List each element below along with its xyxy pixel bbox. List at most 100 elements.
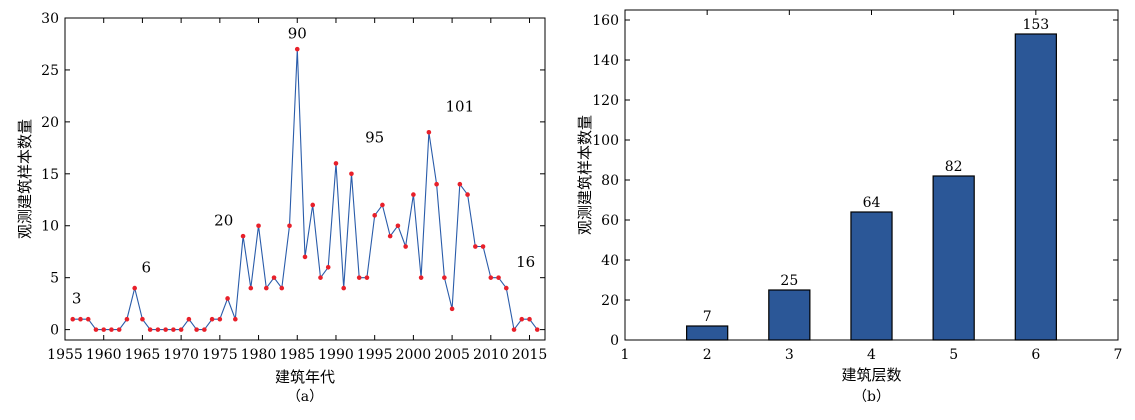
data-point bbox=[434, 181, 439, 187]
y-tick-label-a: 15 bbox=[41, 167, 59, 183]
data-point bbox=[271, 275, 277, 280]
data-point bbox=[457, 181, 463, 187]
period-count-label: 101 bbox=[446, 97, 475, 115]
period-count-label: 95 bbox=[365, 128, 384, 146]
data-point bbox=[465, 192, 470, 197]
y-tick-label-b: 60 bbox=[601, 213, 619, 229]
x-tick-label-b: 5 bbox=[949, 347, 958, 363]
x-axis-title-a: 建筑年代 bbox=[275, 368, 335, 386]
data-point bbox=[356, 275, 362, 280]
data-point bbox=[186, 316, 192, 322]
caption-a: （a） bbox=[287, 389, 323, 405]
x-tick-label-a: 1995 bbox=[357, 347, 393, 363]
y-tick-label-b: 20 bbox=[601, 293, 619, 309]
data-point bbox=[372, 213, 377, 218]
data-point bbox=[279, 285, 285, 291]
y-tick-label-b: 0 bbox=[610, 333, 619, 349]
data-point bbox=[93, 327, 99, 332]
data-point bbox=[233, 316, 238, 322]
data-point bbox=[473, 244, 478, 249]
x-tick-label-a: 2010 bbox=[473, 347, 509, 363]
x-tick-label-a: 2005 bbox=[434, 347, 470, 363]
y-tick-label-b: 160 bbox=[592, 13, 619, 29]
period-count-label: 90 bbox=[288, 25, 307, 43]
data-point bbox=[101, 327, 107, 332]
bar bbox=[850, 211, 893, 341]
x-tick-label-b: 2 bbox=[703, 347, 712, 363]
bar-value-label: 25 bbox=[780, 273, 798, 289]
bar bbox=[932, 175, 975, 341]
data-point bbox=[302, 254, 308, 260]
data-point bbox=[403, 244, 408, 249]
data-point bbox=[488, 275, 494, 280]
data-point bbox=[209, 316, 215, 322]
bar-value-label: 82 bbox=[945, 159, 963, 175]
data-point bbox=[217, 316, 223, 322]
data-point bbox=[248, 285, 254, 291]
data-point bbox=[387, 233, 393, 239]
data-point bbox=[519, 316, 525, 322]
data-point bbox=[426, 129, 432, 135]
y-tick-label-a: 10 bbox=[41, 219, 59, 235]
x-tick-label-a: 1955 bbox=[47, 347, 83, 363]
y-axis-title-a: 观测建筑样本数量 bbox=[16, 119, 34, 239]
x-tick-label-a: 1965 bbox=[125, 347, 161, 363]
plot-frame-a bbox=[64, 17, 546, 341]
x-axis-title-b: 建筑层数 bbox=[841, 366, 901, 384]
data-point bbox=[349, 171, 354, 177]
data-point bbox=[202, 327, 207, 332]
chart-b-bar: 0 20 40 60 80 100 120 140 160 1 2 3 4 5 6 7 7 25 64 82 153 建筑… bbox=[576, 9, 1123, 405]
x-tick-label-a: 2015 bbox=[512, 347, 548, 363]
data-point bbox=[194, 327, 199, 332]
y-tick-label-a: 5 bbox=[50, 271, 59, 287]
data-point bbox=[163, 327, 168, 332]
data-point bbox=[325, 264, 331, 270]
bar bbox=[1014, 33, 1057, 341]
data-point bbox=[442, 275, 447, 280]
period-count-label: 20 bbox=[214, 212, 233, 230]
bar-value-label: 153 bbox=[1022, 17, 1049, 33]
period-count-label: 3 bbox=[72, 289, 82, 307]
data-point bbox=[124, 316, 130, 322]
bar bbox=[768, 289, 811, 341]
data-point bbox=[178, 327, 184, 332]
y-tick-label-a: 25 bbox=[41, 63, 59, 79]
x-tick-label-b: 6 bbox=[1031, 347, 1040, 363]
x-tick-label-a: 1990 bbox=[318, 347, 354, 363]
data-point bbox=[534, 327, 540, 332]
x-tick-label-a: 1975 bbox=[202, 347, 238, 363]
data-point bbox=[140, 316, 145, 322]
data-point bbox=[527, 316, 532, 322]
data-point bbox=[511, 327, 517, 332]
x-tick-label-b: 7 bbox=[1114, 347, 1123, 363]
bar-value-label: 64 bbox=[863, 195, 881, 211]
period-count-label: 16 bbox=[516, 253, 535, 271]
data-point bbox=[109, 327, 114, 332]
data-point bbox=[85, 316, 91, 322]
x-tick-label-a: 1980 bbox=[241, 347, 277, 363]
y-tick-label-a: 30 bbox=[41, 11, 59, 27]
data-point bbox=[496, 275, 501, 280]
data-point bbox=[503, 285, 509, 291]
y-tick-label-b: 40 bbox=[601, 253, 619, 269]
y-tick-label-a: 0 bbox=[50, 323, 59, 339]
data-point bbox=[380, 202, 385, 208]
y-tick-label-b: 140 bbox=[592, 53, 619, 69]
chart-a-line: 0 5 10 15 20 25 30 1955 1960 1965 1970 1975 1980 1985… bbox=[16, 11, 547, 405]
x-tick-label-a: 1970 bbox=[163, 347, 199, 363]
data-point bbox=[341, 285, 347, 291]
data-point bbox=[395, 223, 401, 229]
data-point bbox=[333, 161, 339, 166]
bar bbox=[686, 325, 729, 341]
data-point bbox=[171, 327, 176, 332]
y-axis-title-b: 观测建筑样本数量 bbox=[576, 115, 594, 235]
data-point bbox=[287, 223, 292, 229]
data-point bbox=[147, 327, 153, 332]
data-point bbox=[294, 46, 300, 52]
data-point bbox=[132, 285, 137, 291]
bar-value-label: 7 bbox=[703, 309, 712, 325]
x-tick-label-a: 2000 bbox=[396, 347, 432, 363]
x-tick-label-b: 3 bbox=[785, 347, 794, 363]
data-point bbox=[411, 192, 416, 197]
